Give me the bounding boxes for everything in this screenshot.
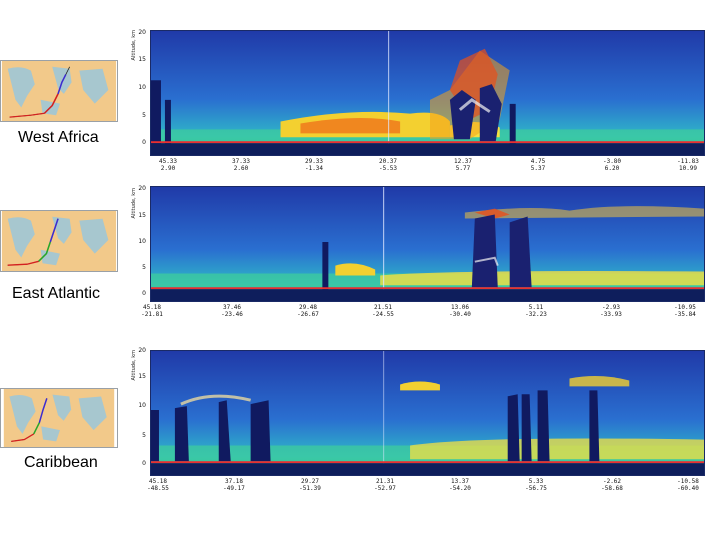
- x-axis-ticks: 45.33 2.90 37.33 2.60 29.33 -1.34 20.37 -5.5…: [150, 158, 705, 178]
- x-tick: 45.18 -21.81: [141, 304, 163, 318]
- backscatter-image: [151, 31, 704, 155]
- x-axis-ticks: 45.18 -21.81 37.46 -23.46 29.48 -26.67 21.5…: [141, 304, 705, 324]
- x-tick: 29.33 -1.34: [304, 158, 324, 172]
- orbit-map-thumbnail: [0, 60, 118, 122]
- x-tick: 37.33 2.60: [231, 158, 251, 172]
- y-tick: 15: [138, 56, 146, 63]
- x-tick: -11.83 10.99: [677, 158, 699, 172]
- x-tick: 45.18 -48.55: [147, 478, 169, 492]
- x-tick: 29.27 -51.39: [299, 478, 321, 492]
- x-tick: 21.51 -24.55: [372, 304, 394, 318]
- x-tick: 29.48 -26.67: [297, 304, 319, 318]
- y-tick: 20: [138, 347, 146, 354]
- y-tick: 15: [138, 212, 146, 219]
- lidar-curtain-panel: [150, 30, 705, 156]
- y-tick: 10: [138, 402, 146, 409]
- y-tick: 5: [142, 264, 146, 271]
- world-map-icon: [1, 211, 117, 271]
- backscatter-image: [151, 351, 704, 475]
- x-tick: 45.33 2.90: [158, 158, 178, 172]
- x-tick: -3.80 6.20: [602, 158, 622, 172]
- row-east-atlantic: East Atlantic Altitude, km 20 15 10 5 0: [0, 180, 720, 350]
- orbit-map-thumbnail: [0, 388, 118, 448]
- y-tick: 5: [142, 112, 146, 119]
- y-tick: 0: [142, 460, 146, 467]
- y-tick: 10: [138, 238, 146, 245]
- x-tick: 4.75 5.37: [530, 158, 546, 172]
- y-tick: 0: [142, 139, 146, 146]
- x-tick: 21.31 -52.97: [374, 478, 396, 492]
- lidar-curtain-panel: [150, 186, 705, 302]
- x-tick: -10.95 -35.84: [674, 304, 696, 318]
- y-tick: 0: [142, 290, 146, 297]
- region-label: West Africa: [18, 129, 99, 146]
- x-tick: -2.93 -33.93: [600, 304, 622, 318]
- x-tick: 5.11 -32.23: [525, 304, 547, 318]
- row-caribbean: Caribbean Altitude, km 20 15 10 5 0: [0, 340, 720, 540]
- lidar-curtain-panel: [150, 350, 705, 476]
- x-tick: 13.06 -30.40: [449, 304, 471, 318]
- x-tick: 37.18 -49.17: [223, 478, 245, 492]
- region-label: Caribbean: [24, 454, 98, 471]
- region-label: East Atlantic: [12, 285, 101, 302]
- x-tick: 5.33 -56.75: [525, 478, 547, 492]
- row-west-africa: West Africa Altitude, km 20 15 10 5 0: [0, 0, 720, 172]
- backscatter-image: [151, 187, 704, 301]
- y-tick: 5: [142, 432, 146, 439]
- world-map-icon: [3, 389, 115, 447]
- x-tick: 37.46 -23.46: [221, 304, 243, 318]
- world-map-icon: [1, 61, 117, 121]
- x-axis-ticks: 45.18 -48.55 37.18 -49.17 29.27 -51.39 21.3…: [147, 478, 705, 498]
- y-tick: 15: [138, 373, 146, 380]
- orbit-map-thumbnail: [0, 210, 118, 272]
- y-tick: 10: [138, 84, 146, 91]
- x-tick: 20.37 -5.53: [378, 158, 398, 172]
- y-tick: 20: [138, 185, 146, 192]
- x-tick: 12.37 5.77: [453, 158, 473, 172]
- x-tick: -10.58 -60.40: [677, 478, 699, 492]
- x-tick: 13.37 -54.20: [449, 478, 471, 492]
- x-tick: -2.62 -58.68: [601, 478, 623, 492]
- y-tick: 20: [138, 29, 146, 36]
